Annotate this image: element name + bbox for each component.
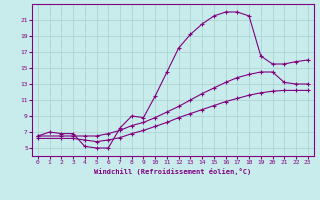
X-axis label: Windchill (Refroidissement éolien,°C): Windchill (Refroidissement éolien,°C) <box>94 168 252 175</box>
